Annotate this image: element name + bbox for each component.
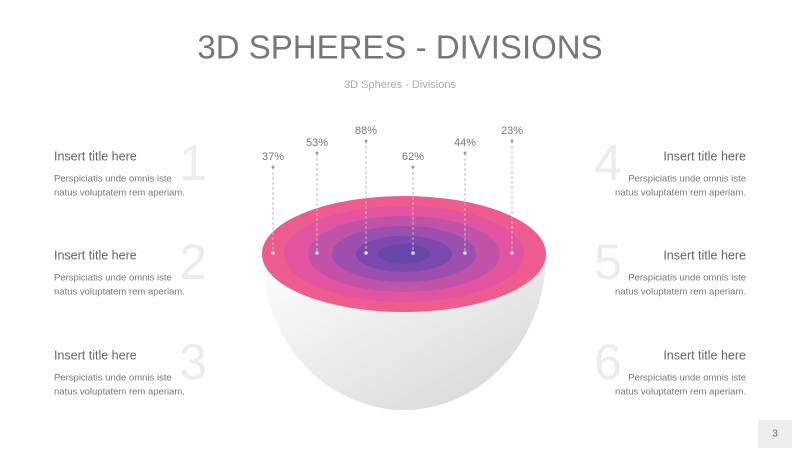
item-title: Insert title here xyxy=(663,248,746,262)
subtitle: 3D Spheres - Divisions xyxy=(344,79,456,91)
item-number: 6 xyxy=(594,334,622,390)
item-title: Insert title here xyxy=(54,149,137,163)
page-number: 3 xyxy=(772,429,778,440)
title: 3D SPHERES - DIVISIONS xyxy=(197,29,602,66)
item-number: 5 xyxy=(594,234,622,290)
item-text: Perspiciatis unde omnis iste xyxy=(54,273,172,284)
items: 1 Insert title here Perspiciatis unde omni… xyxy=(54,135,746,397)
percent-label: 62% xyxy=(402,151,424,163)
item-number: 2 xyxy=(179,234,207,290)
item-text: natus voluptatem rem aperiam. xyxy=(615,387,746,398)
item-number: 1 xyxy=(179,135,207,191)
item-text: natus voluptatem rem aperiam. xyxy=(615,188,746,199)
item-title: Insert title here xyxy=(54,348,137,362)
item-text: Perspiciatis unde omnis iste xyxy=(628,373,746,384)
leader-dot xyxy=(364,139,368,143)
percent-label: 37% xyxy=(262,151,284,163)
item-title: Insert title here xyxy=(54,248,137,262)
item-text: natus voluptatem rem aperiam. xyxy=(54,287,185,298)
leader-dot xyxy=(315,151,319,155)
leader-dot xyxy=(510,251,514,255)
leader-dot xyxy=(364,251,368,255)
percent-label: 88% xyxy=(355,125,377,137)
item-text: natus voluptatem rem aperiam. xyxy=(54,387,185,398)
ring xyxy=(378,244,430,264)
item-text: natus voluptatem rem aperiam. xyxy=(54,188,185,199)
item-number: 3 xyxy=(179,334,207,390)
leader-dot xyxy=(463,251,467,255)
item-title: Insert title here xyxy=(663,348,746,362)
item-text: Perspiciatis unde omnis iste xyxy=(54,373,172,384)
percent-label: 44% xyxy=(454,137,476,149)
leader-dot xyxy=(463,151,467,155)
item-text: Perspiciatis unde omnis iste xyxy=(54,174,172,185)
leader-dot xyxy=(315,251,319,255)
leader-dot xyxy=(411,165,415,169)
percent-label: 53% xyxy=(306,137,328,149)
item-text: Perspiciatis unde omnis iste xyxy=(628,174,746,185)
leader-dot xyxy=(510,139,514,143)
leader-dot xyxy=(271,165,275,169)
percent-labels: 37% 53% 88% 62% 44% 23% xyxy=(262,125,523,255)
percent-label: 23% xyxy=(501,125,523,137)
item-text: natus voluptatem rem aperiam. xyxy=(615,287,746,298)
hemisphere xyxy=(262,196,546,410)
page-box xyxy=(758,420,792,448)
item-text: Perspiciatis unde omnis iste xyxy=(628,273,746,284)
item-number: 4 xyxy=(594,135,622,191)
item-title: Insert title here xyxy=(663,149,746,163)
leader-dot xyxy=(411,251,415,255)
leader-dot xyxy=(271,251,275,255)
